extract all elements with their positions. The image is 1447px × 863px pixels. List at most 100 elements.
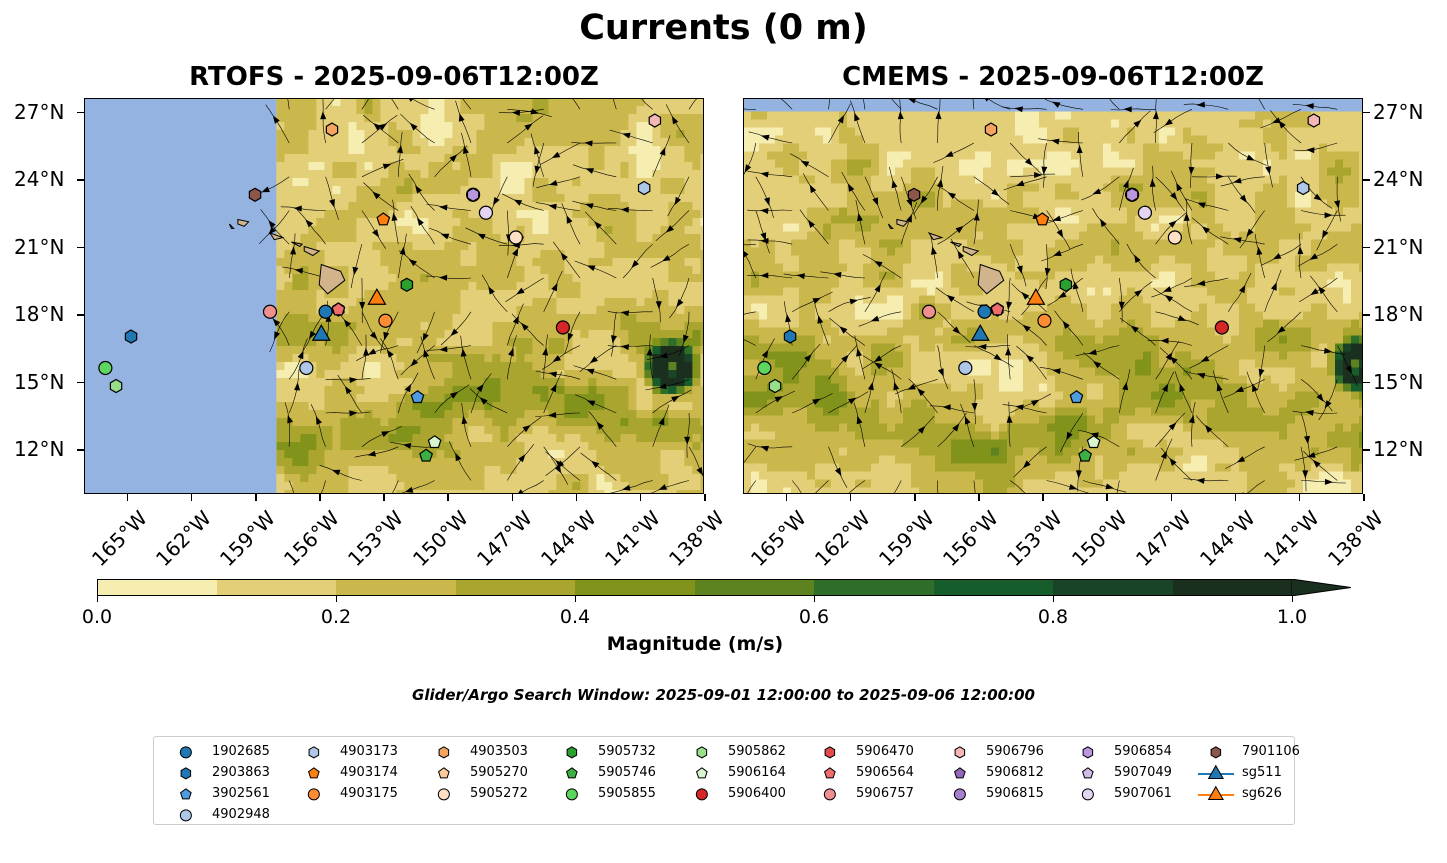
legend-label: 2903863: [212, 765, 270, 780]
legend-label: 1902685: [212, 744, 270, 759]
legend-label: 5906815: [986, 786, 1044, 801]
platform-5905732: [400, 277, 414, 292]
y-tick-label: 12°N: [1373, 437, 1424, 461]
y-tick-label: 21°N: [14, 234, 65, 259]
legend-marker: [438, 746, 450, 759]
x-tick: [1170, 494, 1173, 501]
legend-marker-shape: [953, 788, 966, 801]
island: [291, 241, 304, 248]
x-tick: [447, 494, 449, 501]
legend-marker-shape: [953, 767, 966, 779]
legend-marker-shape: [824, 746, 836, 759]
y-tick-label: 27°N: [14, 99, 65, 124]
legend-label: 5905746: [598, 765, 656, 780]
legend-marker: [696, 746, 708, 759]
legend-label: 5906400: [728, 786, 786, 801]
platform-3902561: [410, 390, 425, 404]
x-tick: [1042, 494, 1044, 501]
x-tick-label: 165°W: [745, 506, 811, 572]
colorbar-segment: [575, 579, 695, 596]
panel-title-rtofs: RTOFS - 2025-09-06T12:00Z: [189, 62, 599, 92]
cmems-map-panel: [743, 98, 1363, 494]
platform-4903503: [325, 122, 339, 137]
x-tick: [978, 494, 980, 501]
legend-marker: [565, 767, 578, 779]
platform-5905862: [109, 378, 123, 394]
colorbar-segment: [814, 579, 934, 596]
x-tick-label: 147°W: [1130, 506, 1196, 572]
platform-7901106: [907, 187, 921, 202]
no-data-area: [743, 98, 1363, 112]
island: [303, 245, 321, 257]
legend-marker-shape: [695, 788, 708, 801]
y-tick: [77, 314, 84, 316]
x-tick-label: 162°W: [809, 506, 875, 572]
legend-label: 3902561: [212, 786, 270, 801]
platform-5906564: [990, 302, 1005, 316]
x-tick: [319, 494, 321, 501]
legend-marker: [1198, 764, 1234, 779]
legend-marker: [437, 788, 450, 801]
legend-marker-shape: [307, 767, 320, 779]
current-magnitude-field: [276, 98, 704, 494]
rtofs-map: [84, 98, 704, 494]
legend-label: 4902948: [212, 807, 270, 822]
legend-marker: [565, 788, 578, 801]
legend-marker: [695, 767, 708, 779]
platform-1902685: [977, 304, 992, 319]
platform-5906854: [466, 187, 480, 202]
y-tick: [1363, 449, 1370, 451]
colorbar-segment: [336, 579, 456, 596]
streamline-arrows: [743, 98, 1352, 494]
platform-5906164: [427, 435, 442, 449]
streamline-arrows: [261, 98, 703, 494]
x-tick: [914, 494, 916, 501]
x-tick: [849, 494, 852, 501]
x-tick-label: 159°W: [873, 506, 940, 572]
legend-label: 5905272: [470, 786, 528, 801]
legend-marker-shape: [1081, 767, 1094, 779]
legend-marker: [1198, 785, 1234, 800]
x-tick: [1363, 494, 1365, 501]
platform-5905272: [508, 230, 523, 245]
legend-label: 5906564: [856, 765, 914, 780]
colorbar-segment: [1172, 579, 1293, 596]
legend-marker-shape: [179, 746, 192, 759]
y-tick: [1363, 179, 1370, 181]
y-tick-label: 15°N: [14, 369, 65, 394]
legend-marker: [1081, 788, 1094, 801]
platform-4903173: [637, 180, 651, 196]
colorbar-segment: [1053, 579, 1173, 596]
colorbar-segment: [216, 579, 337, 596]
legend-label: 4903175: [340, 786, 398, 801]
platform-sg511: [311, 324, 331, 341]
platform-5906400: [555, 320, 570, 335]
x-tick: [785, 494, 788, 501]
legend-marker-shape: [695, 767, 708, 779]
legend-marker-shape: [954, 746, 966, 759]
legend-label: 4903173: [340, 744, 398, 759]
platform-5906164: [1086, 435, 1101, 449]
platform-4903174: [376, 212, 391, 226]
legend-label: 5906164: [728, 765, 786, 780]
platform-4903175: [378, 313, 393, 328]
x-tick: [575, 494, 578, 501]
platform-5906757: [921, 304, 937, 319]
x-tick: [511, 494, 514, 501]
legend-marker-shape: [1207, 785, 1224, 800]
x-tick: [704, 494, 706, 501]
x-tick-label: 138°W: [663, 506, 729, 572]
legend-marker-shape: [437, 767, 450, 779]
platform-4902948: [958, 360, 973, 376]
legend-marker-shape: [823, 767, 836, 779]
x-tick-label: 156°W: [938, 506, 1004, 572]
island: [228, 223, 235, 229]
y-tick: [77, 246, 84, 248]
y-tick-label: 12°N: [14, 437, 65, 461]
colorbar-tick-label: 0.6: [798, 606, 830, 628]
island: [950, 241, 963, 248]
platform-4903503: [984, 122, 998, 137]
platform-5906564: [331, 302, 346, 316]
legend-label: 5905862: [728, 744, 786, 759]
legend-marker-shape: [437, 788, 450, 801]
